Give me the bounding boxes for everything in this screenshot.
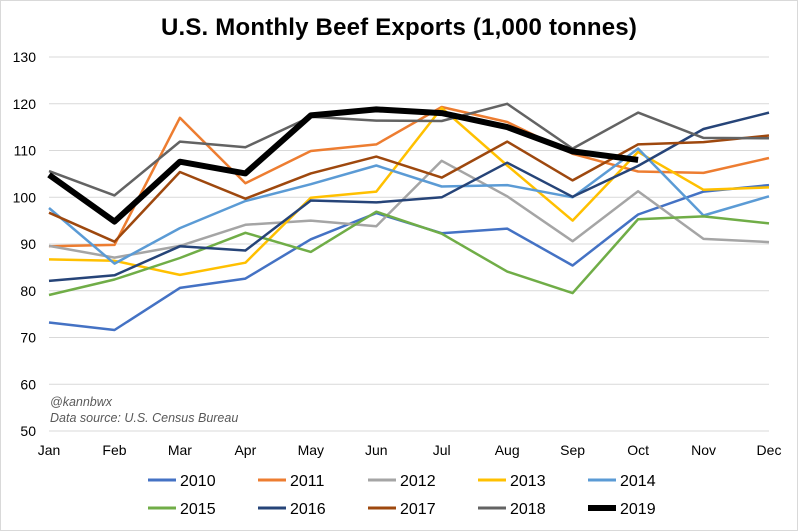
series-line-2012: [48, 159, 770, 259]
y-tick-label: 70: [20, 330, 36, 346]
source-annotation: Data source: U.S. Census Bureau: [50, 411, 238, 425]
y-tick-label: 130: [13, 49, 37, 65]
y-tick-label: 80: [20, 283, 36, 299]
y-tick-label: 100: [13, 189, 37, 205]
legend-label-2011: 2011: [290, 473, 325, 490]
x-tick-label: Jun: [365, 442, 388, 458]
chart-title: U.S. Monthly Beef Exports (1,000 tonnes): [160, 14, 638, 41]
legend-label-2019: 2019: [620, 501, 656, 518]
legend-label-2014: 2014: [620, 473, 656, 490]
y-axis-ticks: 50 60 70 80 90 100 110 120 130: [13, 49, 37, 439]
legend-label-2010: 2010: [180, 473, 216, 490]
series-lines: [47, 102, 770, 332]
x-tick-label: Nov: [691, 442, 716, 458]
legend-label-2012: 2012: [400, 473, 436, 490]
y-tick-label: 120: [13, 96, 37, 112]
legend-label-2013: 2013: [510, 473, 546, 490]
y-tick-label: 110: [14, 143, 37, 159]
series-line-2018: [48, 102, 770, 197]
x-tick-label: May: [298, 442, 324, 458]
y-tick-label: 90: [20, 236, 36, 252]
x-tick-label: Oct: [627, 442, 649, 458]
series-line-2015: [48, 210, 770, 297]
legend-label-2017: 2017: [400, 501, 436, 518]
series-line-2016: [48, 111, 770, 283]
x-tick-label: Jul: [433, 442, 451, 458]
x-tick-label: Sep: [560, 442, 585, 458]
x-tick-label: Aug: [495, 442, 520, 458]
legend-label-2016: 2016: [290, 501, 326, 518]
x-axis-ticks: Jan Feb Mar Apr May Jun Jul Aug Sep Oct Nov Dec: [38, 442, 782, 458]
author-annotation: @kannbwx: [50, 395, 113, 409]
x-tick-label: Jan: [38, 442, 61, 458]
gridlines: [49, 56, 769, 432]
x-tick-label: Mar: [168, 442, 192, 458]
legend-label-2018: 2018: [510, 501, 546, 518]
legend-label-2015: 2015: [180, 501, 216, 518]
series-line-2019: [47, 106, 639, 225]
y-tick-label: 60: [20, 376, 36, 392]
x-tick-label: Dec: [757, 442, 782, 458]
y-tick-label: 50: [20, 423, 36, 439]
legend: 2010 2011 2012 2013 2014 2015 2016 2017 2018 2019: [148, 473, 656, 518]
series-line-2011: [48, 105, 770, 248]
series-line-2017: [48, 134, 770, 243]
x-tick-label: Apr: [234, 442, 256, 458]
x-tick-label: Feb: [102, 442, 126, 458]
